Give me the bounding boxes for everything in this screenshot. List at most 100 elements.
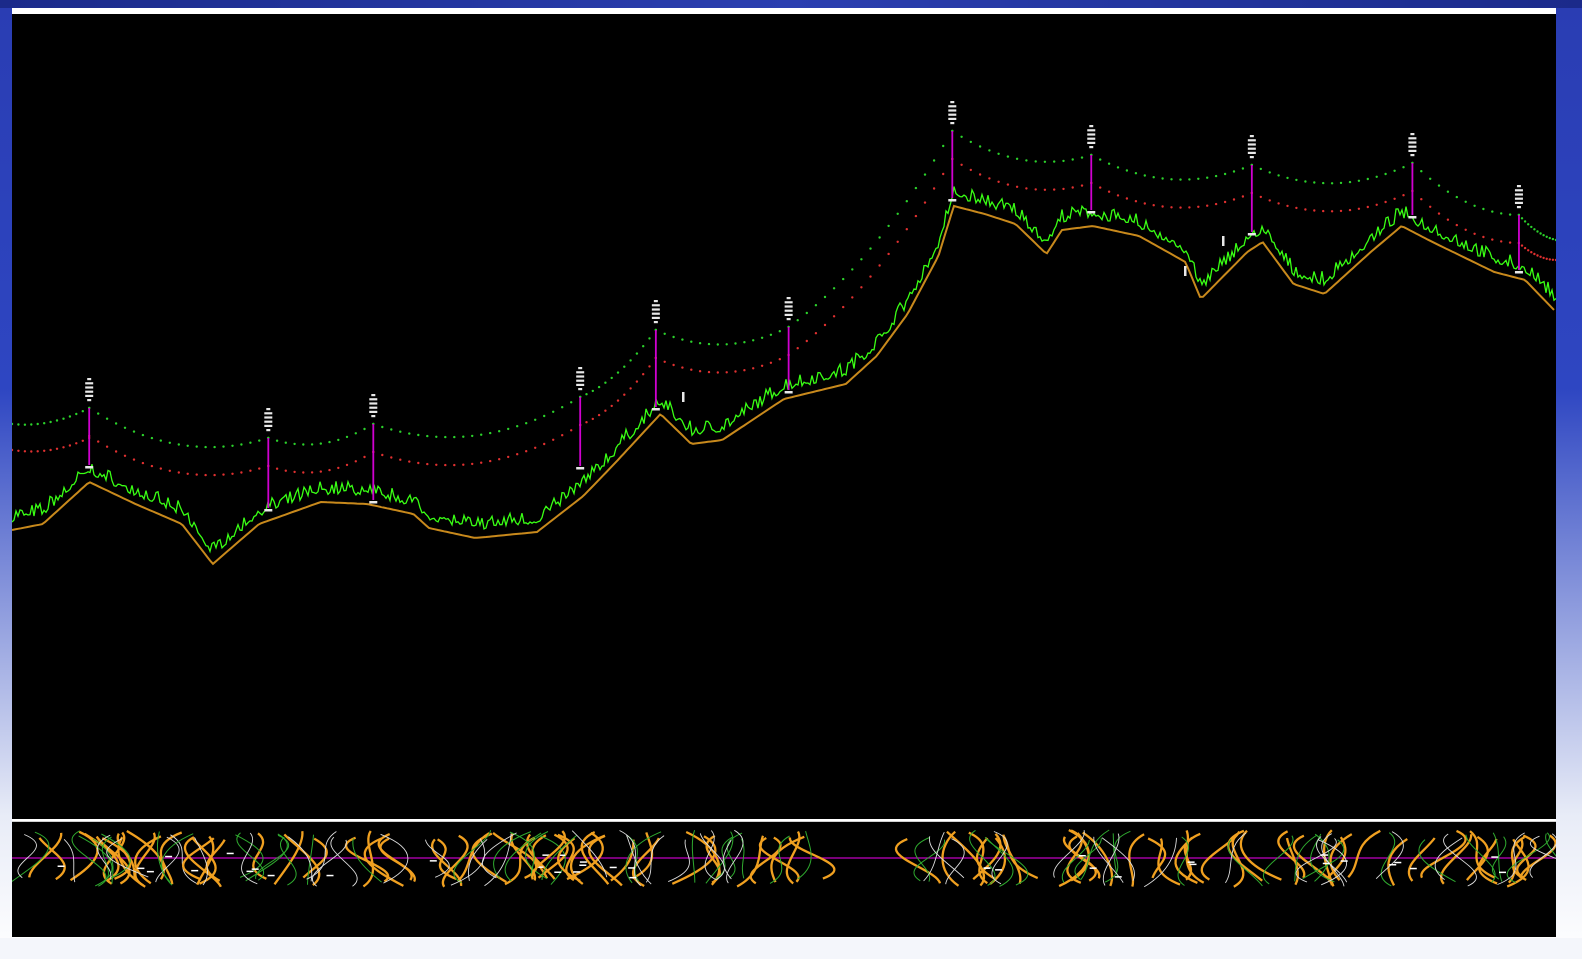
profile-view-canvas[interactable] <box>12 14 1556 819</box>
conductor-dot <box>1179 178 1182 181</box>
transmission-tower[interactable] <box>651 300 660 411</box>
conductor-dot <box>1536 230 1539 233</box>
transmission-tower[interactable] <box>576 367 585 470</box>
lower-conductor-span <box>267 450 375 474</box>
tower-footing <box>1408 216 1417 219</box>
plan-road-curve <box>566 831 604 881</box>
conductor-dot <box>275 467 279 470</box>
plan-vegetation-line <box>1302 839 1345 880</box>
plan-road-curve <box>758 836 800 883</box>
transmission-tower[interactable] <box>264 408 273 512</box>
conductor-dot <box>1188 178 1191 181</box>
upper-conductor-span <box>579 328 657 399</box>
plan-label-dash <box>146 870 154 873</box>
upper-conductor-span <box>372 395 582 439</box>
conductor-dot <box>997 152 1000 155</box>
plan-label-dash <box>995 869 1003 871</box>
transmission-tower[interactable] <box>784 297 793 394</box>
plan-vegetation-line <box>1465 834 1496 883</box>
plan-label-dash <box>579 861 587 863</box>
insulator-disc <box>1514 201 1523 204</box>
plan-vegetation-line <box>71 830 107 880</box>
conductor-dot <box>860 286 863 289</box>
conductor-dot <box>832 287 836 290</box>
conductor-dot <box>328 440 331 444</box>
conductor-dot <box>1015 157 1019 160</box>
transmission-tower[interactable] <box>369 394 378 504</box>
conductor-dot <box>1304 180 1307 183</box>
conductor-dot <box>231 444 234 447</box>
conductor-dot <box>1080 184 1084 187</box>
plan-label-dash <box>226 852 234 855</box>
plan-road-curve <box>379 837 413 881</box>
conductor-dot <box>204 473 207 477</box>
plan-feature-line <box>287 836 313 882</box>
plan-drawing[interactable] <box>12 822 1556 937</box>
plan-vegetation-line <box>1310 833 1335 883</box>
conductor-dot <box>1241 167 1245 170</box>
plan-feature-line <box>1375 831 1404 880</box>
conductor-dot <box>1006 155 1010 158</box>
plan-road-curve <box>1440 834 1473 885</box>
plan-road-curve <box>1478 838 1498 885</box>
transmission-tower[interactable] <box>1408 133 1417 219</box>
conductor-dot <box>293 442 296 446</box>
profile-drawing[interactable] <box>12 14 1556 819</box>
plan-vegetation-line <box>797 830 812 880</box>
conductor-dot <box>1523 220 1527 223</box>
plan-road-curve <box>671 835 717 885</box>
conductor-dot <box>743 369 746 372</box>
conductor-dot <box>932 187 936 190</box>
conductor-dot <box>1107 162 1111 165</box>
plan-feature-line <box>1317 839 1347 886</box>
conductor-dot <box>914 214 918 218</box>
conductor-dot <box>1099 158 1102 161</box>
transmission-tower[interactable] <box>1514 185 1523 274</box>
conductor-dot <box>1304 208 1307 211</box>
conductor-dot <box>1402 194 1405 197</box>
conductor-dot <box>814 332 818 335</box>
plan-road-curve <box>117 836 146 888</box>
conductor-dot <box>1125 169 1129 172</box>
conductor-dot <box>1545 235 1548 238</box>
conductor-dot <box>1339 209 1343 213</box>
plan-road-curve <box>191 836 217 885</box>
insulator-disc <box>651 308 660 311</box>
annotation-marker <box>1184 266 1187 276</box>
plan-vegetation-line <box>1418 839 1456 883</box>
transmission-tower[interactable] <box>1247 135 1256 236</box>
plan-road-curve <box>588 834 623 887</box>
conductor-dot <box>1080 156 1084 159</box>
insulator-disc <box>371 394 376 397</box>
conductor-dot <box>1536 254 1539 257</box>
plan-feature-line <box>194 837 208 886</box>
transmission-tower[interactable] <box>1087 125 1096 214</box>
conductor-dot <box>623 393 626 396</box>
transmission-tower[interactable] <box>85 378 94 469</box>
conductor-dot <box>1015 185 1019 188</box>
conductor-dot <box>1170 178 1173 181</box>
conductor-dot <box>635 352 639 355</box>
plan-vegetation-line <box>705 831 734 884</box>
conductor-dot <box>690 340 693 343</box>
conductor-dot <box>1107 190 1111 193</box>
transmission-tower[interactable] <box>948 101 957 202</box>
plan-view-canvas[interactable] <box>12 821 1556 937</box>
conductor-dot <box>1357 207 1361 210</box>
plan-feature-line <box>1316 836 1348 883</box>
tower-footing <box>948 199 957 202</box>
insulator-disc <box>651 312 660 315</box>
insulator-disc <box>1087 141 1096 144</box>
insulator-disc <box>266 408 271 411</box>
plan-vegetation-line <box>726 832 743 879</box>
conductor-dot <box>1006 183 1010 186</box>
lower-conductor-span <box>88 434 270 477</box>
plan-label-dash <box>542 854 550 856</box>
lower-conductor-span <box>1411 189 1521 245</box>
conductor-dot <box>1277 202 1280 205</box>
tower-footing <box>784 391 793 394</box>
plan-feature-line <box>63 838 76 883</box>
tower-footing <box>1087 211 1096 214</box>
plan-feature-line <box>1434 837 1463 881</box>
plan-feature-line <box>482 832 517 879</box>
